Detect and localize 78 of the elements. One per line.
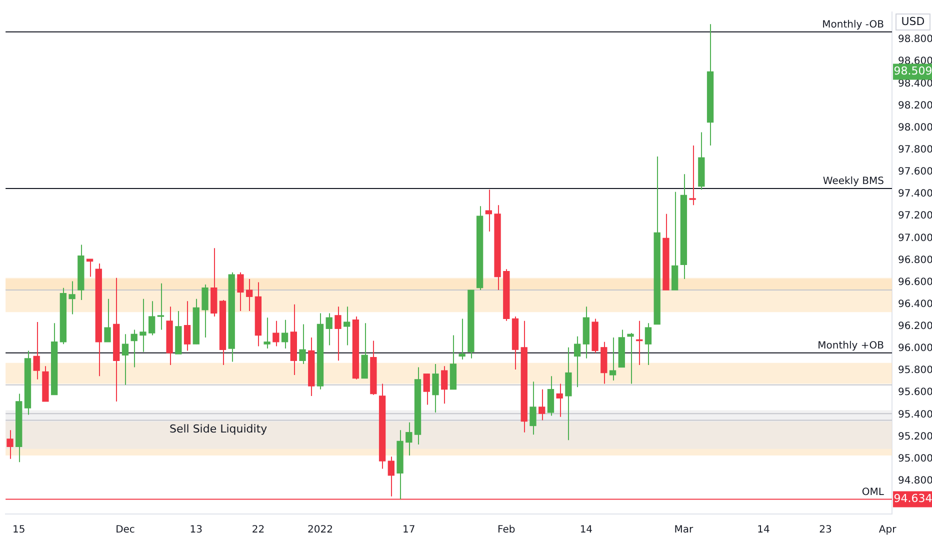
- candlestick: [423, 373, 430, 406]
- y-tick-label: 96.600: [898, 276, 932, 288]
- candlestick: [627, 332, 634, 384]
- y-tick-label: 95.400: [898, 409, 932, 420]
- candlestick: [432, 363, 439, 413]
- y-tick-label: 95.800: [898, 365, 932, 376]
- candlestick: [281, 319, 288, 350]
- candlestick: [689, 145, 696, 206]
- y-tick-label: 97.600: [898, 166, 932, 178]
- text: USD: [901, 14, 925, 28]
- band-label: Sell Side Liquidity: [169, 422, 268, 436]
- x-tick-label: 17: [402, 524, 416, 536]
- x-tick-label: 23: [819, 524, 832, 536]
- y-tick-label: 95.200: [898, 431, 932, 442]
- candlestick: [644, 322, 652, 366]
- x-tick-label: Feb: [498, 524, 516, 536]
- y-tick-label: 96.400: [898, 298, 932, 310]
- x-tick-label: 2022: [308, 524, 333, 536]
- y-tick-label: 97.400: [898, 188, 932, 200]
- candlestick: [148, 300, 156, 336]
- candlestick: [246, 278, 253, 312]
- candlestick: [326, 312, 332, 346]
- candlestick: [184, 300, 191, 352]
- annotation: 98.509: [894, 64, 932, 78]
- y-tick-label: 96.200: [898, 321, 932, 332]
- x-tick-label: Mar: [674, 524, 694, 536]
- candlestick: [140, 298, 146, 352]
- candlestick: [538, 388, 546, 421]
- candlestick: [556, 383, 563, 418]
- y-tick-label: 97.000: [898, 232, 932, 244]
- ref-line-label: Monthly +OB: [818, 340, 884, 352]
- candlestick: [574, 336, 581, 388]
- candlestick: [609, 336, 616, 381]
- y-tick-label: 96.000: [898, 343, 932, 354]
- y-tick-label: 98.400: [898, 78, 932, 90]
- y-tick-label: 94.800: [898, 475, 932, 486]
- candlestick: [157, 282, 164, 330]
- candlestick: [104, 298, 111, 342]
- candlestick: [68, 280, 76, 315]
- candlestick: [406, 422, 412, 456]
- candlestick: [272, 320, 280, 347]
- candlestick: [6, 430, 14, 460]
- y-tick-label: 98.800: [898, 34, 932, 46]
- candlestick: [361, 322, 368, 379]
- candlestick: [299, 324, 306, 364]
- candlestick: [264, 317, 270, 350]
- candlestick: [530, 381, 536, 436]
- y-tick-label: 98.600: [898, 56, 932, 68]
- candlestick: [458, 318, 466, 360]
- candlestick: [388, 456, 394, 497]
- candlestick: [441, 366, 448, 404]
- y-tick-label: 97.800: [898, 144, 932, 156]
- candlestick: [237, 272, 244, 312]
- y-tick-label: 95.000: [898, 453, 932, 464]
- x-tick-label: 15: [12, 524, 26, 536]
- y-tick-label: 98.000: [898, 122, 932, 134]
- x-tick-label: 22: [252, 524, 265, 536]
- y-tick-label: 98.200: [898, 100, 932, 112]
- ref-line-label: Weekly BMS: [822, 176, 884, 188]
- y-tick-label: 97.200: [898, 210, 932, 222]
- candlestick: [130, 329, 138, 368]
- candlestick: [547, 376, 554, 416]
- candlestick: [344, 306, 350, 346]
- x-tick-label: Apr: [878, 524, 898, 536]
- candlestick: [122, 334, 129, 386]
- x-tick-label: 14: [757, 524, 770, 536]
- annotation: 94.634: [894, 492, 932, 506]
- x-tick-label: 14: [580, 524, 593, 536]
- ref-line-label: Monthly -OB: [822, 19, 884, 30]
- y-tick-label: 96.800: [898, 254, 932, 266]
- candlestick: [33, 322, 40, 380]
- x-tick-label: 13: [190, 524, 203, 536]
- x-tick-label: Dec: [116, 524, 135, 536]
- candlestick: [565, 346, 572, 441]
- y-tick-label: 95.600: [898, 387, 932, 398]
- candlestick: [334, 306, 342, 362]
- ref-line-label: OML: [862, 486, 884, 498]
- candlestick: [202, 284, 208, 338]
